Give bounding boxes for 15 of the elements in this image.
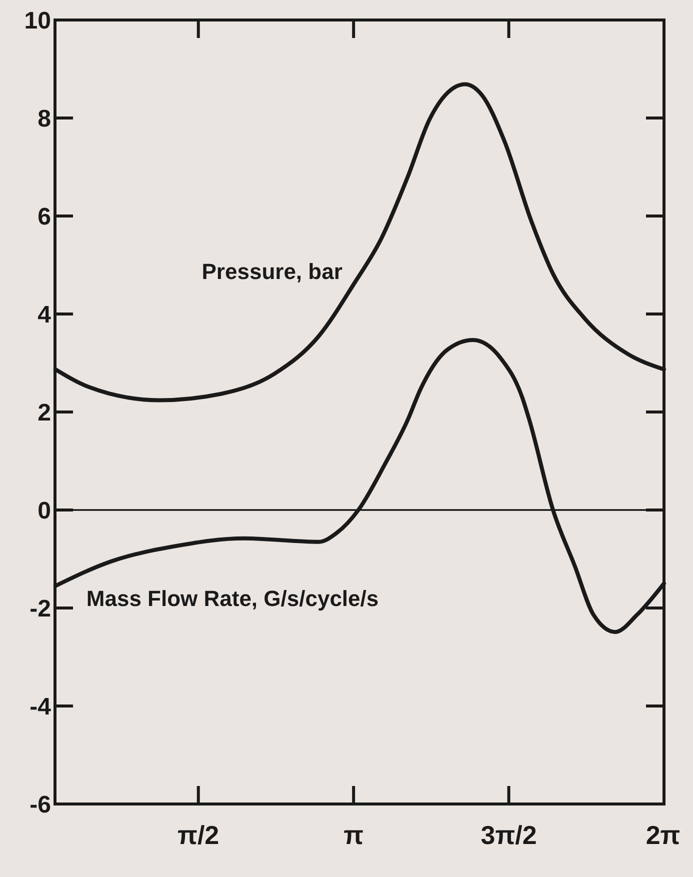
- y-tick-label: -6: [30, 791, 51, 818]
- legend-label: Mass Flow Rate, G/s/cycle/s: [86, 586, 379, 611]
- y-tick-label: 4: [38, 301, 52, 328]
- y-tick-label: 8: [38, 105, 51, 132]
- y-tick-label: 10: [24, 7, 51, 34]
- x-tick-label: π: [344, 820, 364, 850]
- y-tick-label: -4: [30, 693, 52, 720]
- x-tick-label: 2π: [646, 820, 680, 850]
- x-tick-label: π/2: [178, 820, 220, 850]
- y-tick-label: 6: [38, 203, 51, 230]
- x-tick-label: 3π/2: [480, 820, 537, 850]
- y-tick-label: 0: [38, 497, 51, 524]
- series-label: Pressure, bar: [202, 259, 343, 284]
- y-tick-label: 2: [38, 399, 51, 426]
- y-tick-label: -2: [30, 595, 51, 622]
